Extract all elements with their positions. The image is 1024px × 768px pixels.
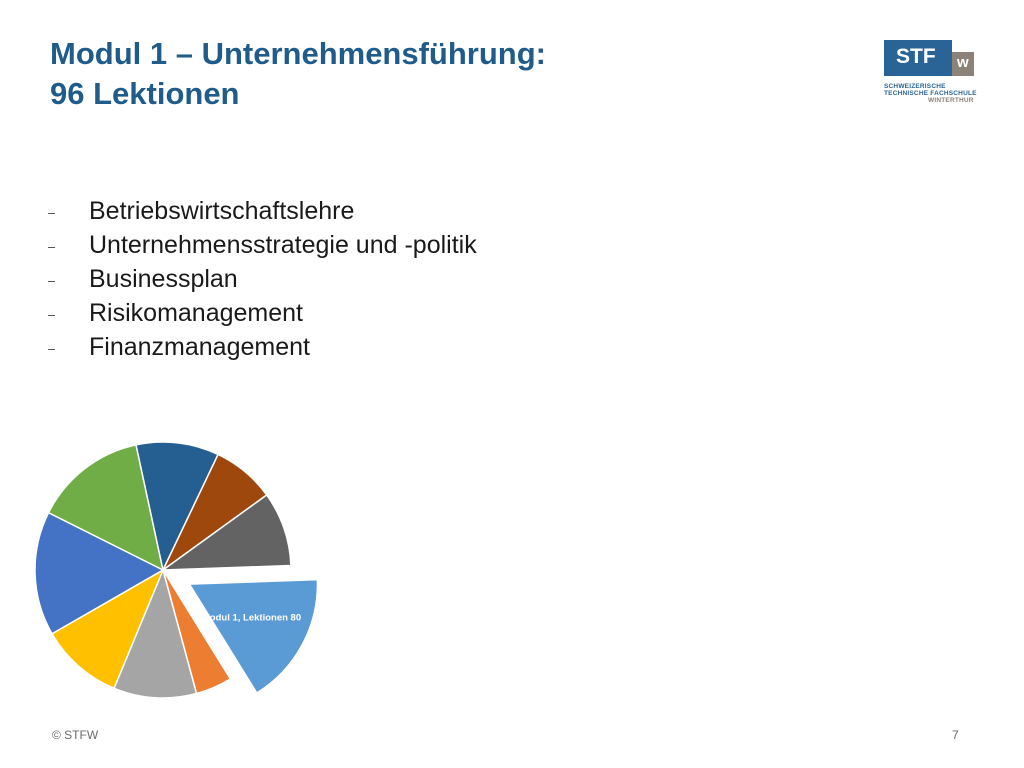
logo-line-2: TECHNISCHE FACHSCHULE: [884, 90, 977, 97]
pie-slice: [160, 493, 292, 571]
bullet-text: Risikomanagement: [89, 299, 303, 327]
pie-slice: [135, 441, 220, 573]
slide-title: Modul 1 – Unternehmensführung: 96 Lektio…: [50, 34, 546, 114]
bullet-text: Businessplan: [89, 265, 238, 293]
title-line-2: 96 Lektionen: [50, 76, 240, 111]
logo-line-3: WINTERTHUR: [928, 97, 974, 104]
bullet-text: Betriebswirtschaftslehre: [89, 197, 355, 225]
logo-line-1: SCHWEIZERISCHE: [884, 83, 946, 90]
pie-slice-label: Modul 1, Lektionen 80: [202, 612, 301, 623]
pie-chart: Modul 1, Lektionen 80: [34, 441, 319, 699]
dash-icon: [48, 213, 55, 214]
logo-box: STF: [884, 40, 952, 76]
pie-slice: [188, 578, 319, 695]
dash-icon: [48, 349, 55, 350]
pie-slice: [34, 511, 165, 635]
page-number: 7: [952, 728, 959, 742]
dash-icon: [48, 315, 55, 316]
stfw-logo: STF w SCHWEIZERISCHE TECHNISCHE FACHSCHU…: [884, 40, 976, 106]
pie-slice: [113, 567, 198, 699]
logo-w-box: w: [952, 52, 974, 76]
dash-icon: [48, 281, 55, 282]
pie-slice: [50, 568, 165, 690]
logo-main-text: STF: [896, 45, 936, 68]
footer-copyright: © STFW: [52, 728, 99, 742]
bullet-text: Unternehmensstrategie und -politik: [89, 231, 477, 259]
pie-slice: [47, 443, 165, 572]
dash-icon: [48, 247, 55, 248]
title-line-1: Modul 1 – Unternehmensführung:: [50, 36, 546, 71]
bullet-text: Finanzmanagement: [89, 333, 310, 361]
logo-letter: w: [957, 54, 969, 71]
